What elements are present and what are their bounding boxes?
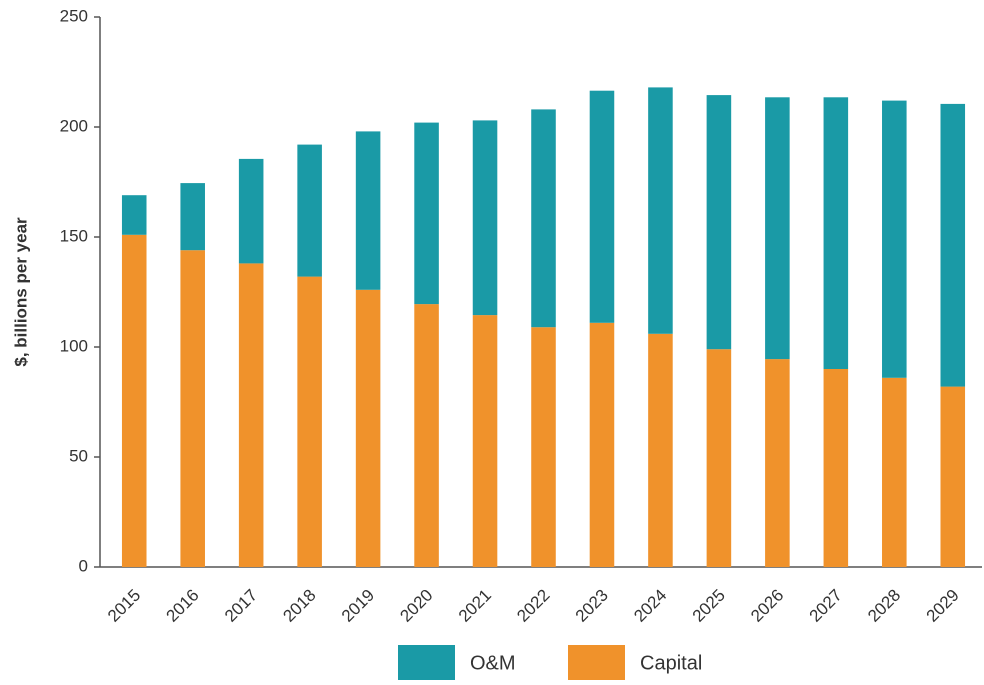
bar-segment (180, 250, 205, 567)
y-tick-label: 100 (60, 336, 88, 355)
x-tick-label: 2018 (279, 586, 319, 626)
y-tick-label: 0 (79, 556, 88, 575)
bar-segment (882, 377, 907, 567)
bar-segment (297, 276, 322, 567)
y-axis-label: $, billions per year (11, 217, 30, 367)
legend-label: O&M (470, 652, 516, 674)
bar-segment (940, 103, 966, 387)
x-tick-label: 2029 (923, 586, 963, 626)
bar-segment (238, 263, 264, 567)
bar-segment (589, 90, 615, 323)
bar-segment (472, 120, 498, 316)
bar-segment (531, 327, 556, 567)
x-tick-label: 2027 (806, 586, 846, 626)
bar-segment (706, 95, 732, 350)
y-tick-label: 150 (60, 226, 88, 245)
bar-segment (121, 234, 147, 568)
x-tick-label: 2025 (689, 586, 729, 626)
bar-segment (355, 289, 381, 567)
x-tick-label: 2023 (572, 586, 612, 626)
bar-segment (355, 131, 381, 290)
y-tick-label: 200 (60, 116, 88, 135)
bar-segment (297, 144, 322, 277)
bar-segment (121, 195, 147, 235)
x-tick-label: 2020 (396, 586, 436, 626)
bar-segment (414, 304, 439, 567)
legend-label: Capital (640, 652, 702, 674)
bar-segment (765, 359, 790, 567)
legend-swatch (568, 645, 625, 680)
x-tick-label: 2022 (513, 586, 553, 626)
bar-segment (823, 97, 849, 370)
x-tick-label: 2024 (630, 586, 670, 626)
legend-swatch (398, 645, 455, 680)
bar-segment (589, 322, 615, 567)
x-tick-label: 2028 (864, 586, 904, 626)
bar-segment (180, 183, 205, 251)
bar-segment (238, 158, 264, 264)
bar-segment (531, 109, 556, 328)
y-tick-label: 50 (69, 446, 88, 465)
x-tick-label: 2021 (455, 586, 495, 626)
bar-segment (706, 349, 732, 567)
bar-segment (940, 386, 966, 567)
y-tick-label: 250 (60, 6, 88, 25)
bar-segment (414, 122, 439, 305)
bar-segment (648, 333, 673, 567)
bar-segment (765, 97, 790, 360)
x-tick-label: 2019 (338, 586, 378, 626)
x-tick-label: 2016 (163, 586, 203, 626)
bar-segment (648, 87, 673, 334)
bar-segment (823, 369, 849, 567)
bar-segment (882, 100, 907, 378)
bar-segment (472, 315, 498, 567)
x-tick-label: 2026 (747, 586, 787, 626)
x-tick-label: 2017 (221, 586, 261, 626)
x-tick-label: 2015 (104, 586, 144, 626)
